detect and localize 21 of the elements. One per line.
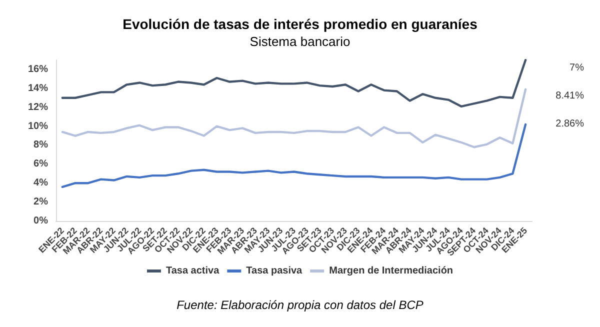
text: 8.41%	[556, 90, 584, 102]
legend-label: Margen de Intermediación	[329, 266, 454, 276]
y-tick-label: 10%	[28, 120, 48, 132]
text: 2.86%	[556, 118, 584, 130]
y-tick-label: 16%	[28, 64, 48, 75]
y-tick-label: 2%	[34, 196, 48, 208]
text: 7%	[570, 62, 584, 74]
legend-label: Tasa pasiva	[246, 266, 303, 276]
y-tick-label: 6%	[34, 158, 48, 170]
line-series	[61, 58, 527, 108]
y-tick-label: 0%	[34, 216, 48, 226]
line-series	[61, 123, 527, 188]
source-note: Fuente: Elaboración propia con datos del BCP	[176, 298, 424, 312]
legend-label: Tasa activa	[166, 266, 220, 276]
y-tick-label: 8%	[34, 140, 48, 151]
y-tick-label: 14%	[28, 82, 48, 94]
chart-subtitle: Sistema bancario	[250, 34, 350, 49]
y-tick-label: 12%	[28, 102, 48, 113]
chart-title: Evolución de tasas de interés promedio en guaraníes	[122, 16, 478, 32]
y-tick-label: 4%	[34, 178, 48, 189]
line-series	[61, 88, 527, 148]
